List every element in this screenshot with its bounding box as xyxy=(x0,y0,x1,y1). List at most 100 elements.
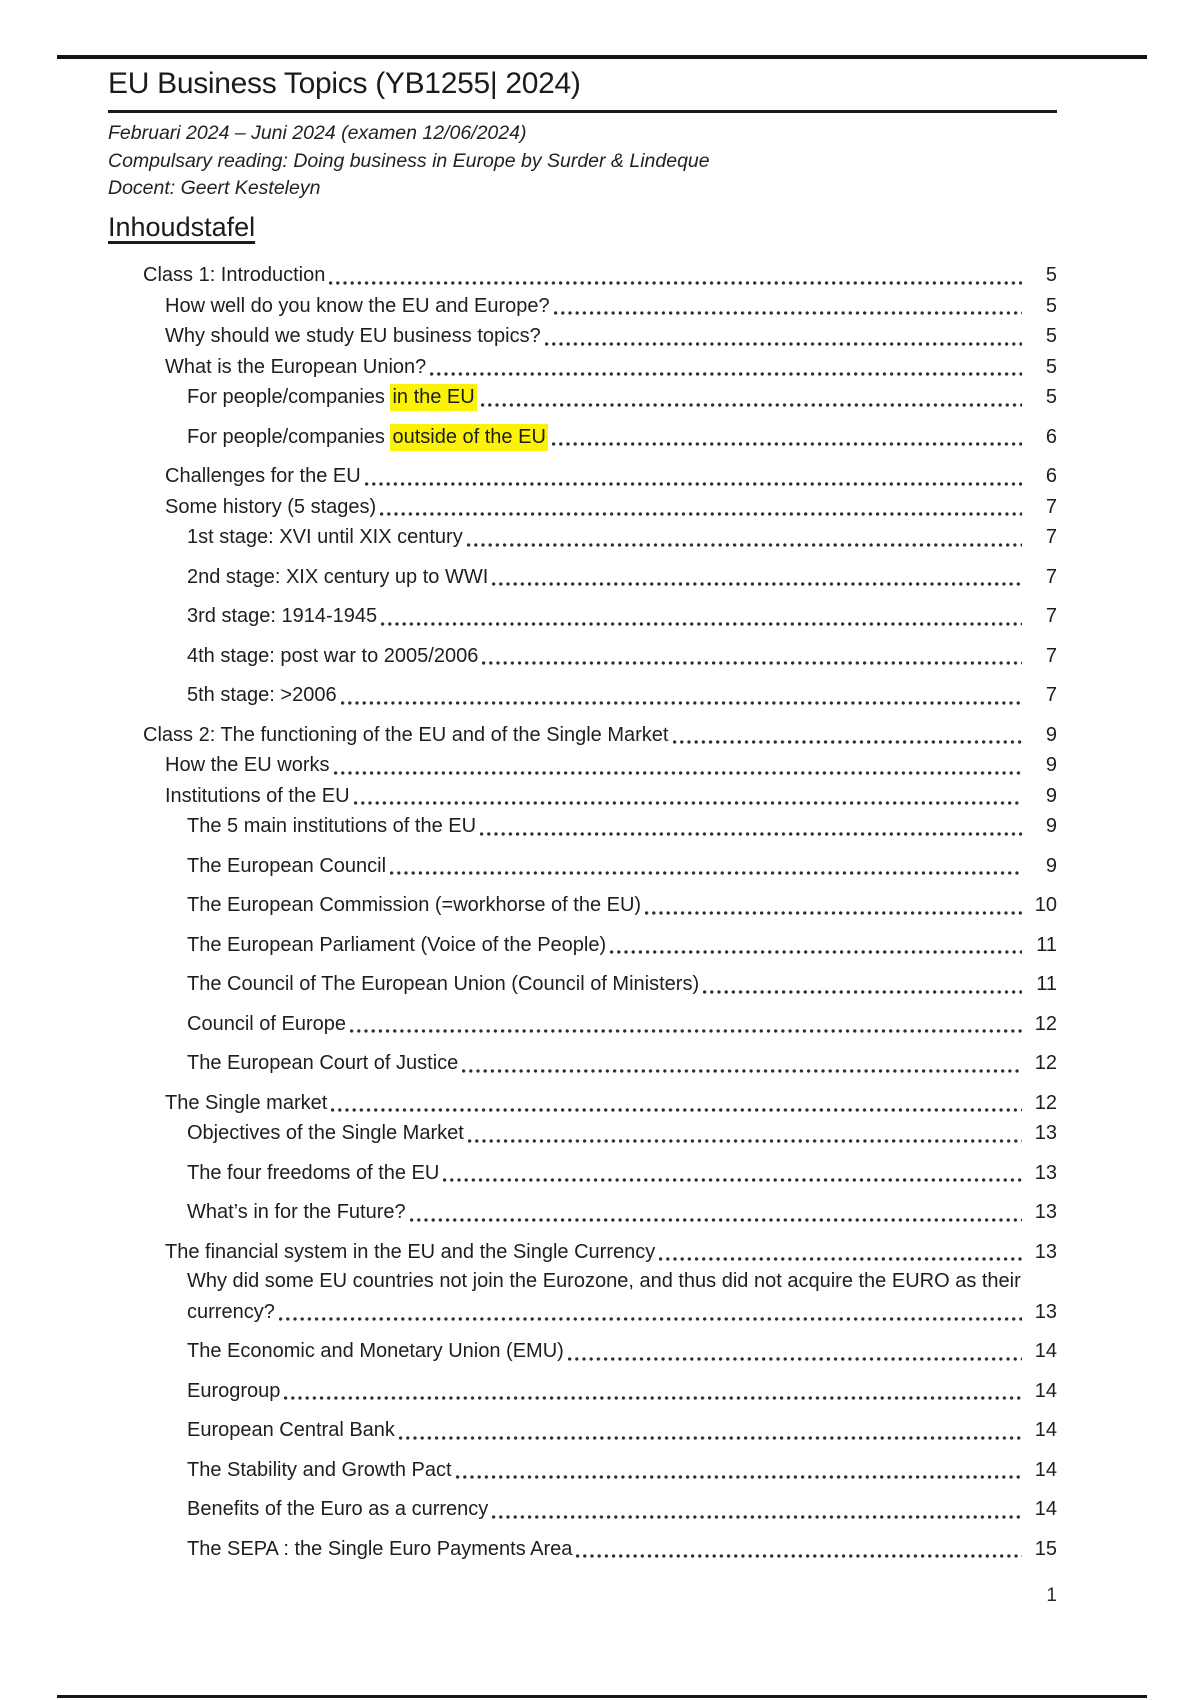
toc-dot-leader xyxy=(340,700,1022,705)
toc-entry-text: The four freedoms of the EU xyxy=(187,1161,440,1184)
toc-entry: What’s in for the Future? 13 xyxy=(108,1197,1057,1228)
toc-entry-text: European Central Bank xyxy=(187,1419,395,1441)
toc-entry: The Council of The European Union (Counc… xyxy=(108,969,1057,1000)
toc-entry-text: The European Court of Justice xyxy=(187,1052,459,1074)
toc-entry-text: 1st stage: XVI until XIX century xyxy=(187,526,463,548)
toc-dot-leader xyxy=(551,442,1022,446)
toc-entry-text: Objectives of the Single Market xyxy=(187,1122,464,1144)
toc-entry-text: Why did some EU countries not join the E… xyxy=(187,1270,1021,1292)
toc-entry: The European Council 9 xyxy=(108,851,1057,882)
toc-list: Class 1: Introduction 5 How well do you kn… xyxy=(108,260,1057,1564)
toc-entry-text: What is the European Union? xyxy=(165,355,427,378)
toc-entry-text: How well do you know the EU and Europe? xyxy=(165,294,550,317)
toc-entry-text: The 5 main institutions of the EU xyxy=(187,815,477,837)
toc-page-number: 13 xyxy=(1034,1161,1057,1184)
toc-entry-text: For people/companies in the EU xyxy=(187,382,477,413)
page-top-border xyxy=(57,55,1147,59)
toc-entry-text: Why should we study EU business topics? xyxy=(165,325,541,347)
toc-entry: 2nd stage: XIX century up to WWI 7 xyxy=(108,562,1057,593)
toc-entry-text: The Economic and Monetary Union (EMU) xyxy=(187,1340,564,1362)
toc-entry-text: 5th stage: >2006 xyxy=(187,684,337,706)
toc-dot-leader xyxy=(567,1356,1022,1361)
toc-page-number: 9 xyxy=(1045,854,1057,877)
toc-page-number: 13 xyxy=(1034,1300,1057,1323)
toc-dot-leader xyxy=(398,1435,1022,1440)
toc-entry-text: The Council of The European Union (Counc… xyxy=(187,973,700,995)
toc-entry-text: The European Council xyxy=(187,854,387,877)
toc-entry: The Stability and Growth Pact 14 xyxy=(108,1455,1057,1486)
table-of-contents: Inhoudstafel Class 1: Introduction 5 How w… xyxy=(108,210,1057,1573)
toc-entry: Challenges for the EU 6 xyxy=(108,461,1057,492)
toc-dot-leader xyxy=(353,801,1022,805)
compulsory-reading: Compulsary reading: Doing business in Eu… xyxy=(108,149,710,172)
toc-entry: What is the European Union? 5 xyxy=(108,352,1057,383)
toc-dot-leader xyxy=(390,871,1022,875)
toc-entry: The SEPA : the Single Euro Payments Area… xyxy=(108,1534,1057,1565)
toc-dot-leader xyxy=(480,831,1022,836)
toc-entry-text: 2nd stage: XIX century up to WWI xyxy=(187,565,489,588)
toc-entry: 1st stage: XVI until XIX century 7 xyxy=(108,522,1057,553)
toc-entry: European Central Bank 14 xyxy=(108,1415,1057,1446)
toc-page-number: 12 xyxy=(1034,1052,1057,1074)
toc-entry: How well do you know the EU and Europe? 5 xyxy=(108,291,1057,322)
toc-entry: Why should we study EU business topics? 5 xyxy=(108,321,1057,352)
toc-page-number: 11 xyxy=(1036,973,1057,995)
toc-entry-text: currency? xyxy=(187,1300,275,1323)
toc-dot-leader xyxy=(466,542,1022,547)
toc-entry-text: Some history (5 stages) xyxy=(165,495,377,518)
toc-dot-leader xyxy=(284,1396,1022,1400)
toc-entry-text: How the EU works xyxy=(165,754,330,776)
toc-page-number: 10 xyxy=(1034,894,1057,916)
toc-entry: Why did some EU countries not join the E… xyxy=(108,1267,1057,1327)
toc-dot-leader xyxy=(278,1317,1022,1321)
toc-entry-text: The European Commission (=workhorse of t… xyxy=(187,894,642,916)
title-underline xyxy=(108,110,1057,113)
toc-entry: The financial system in the EU and the S… xyxy=(108,1237,1057,1268)
toc-page-number: 5 xyxy=(1045,264,1057,286)
toc-page-number: 12 xyxy=(1034,1012,1057,1035)
toc-dot-leader xyxy=(480,402,1022,407)
toc-page-number: 9 xyxy=(1045,815,1057,837)
toc-dot-leader xyxy=(672,740,1022,744)
document-title: EU Business Topics (YB1255| 2024) xyxy=(108,67,581,100)
toc-page-number: 5 xyxy=(1045,355,1057,378)
toc-entry-text: 4th stage: post war to 2005/2006 xyxy=(187,644,479,667)
toc-entry: The European Parliament (Voice of the Pe… xyxy=(108,930,1057,961)
toc-entry: The Economic and Monetary Union (EMU) 14 xyxy=(108,1336,1057,1367)
toc-dot-leader xyxy=(703,989,1022,994)
toc-page-number: 13 xyxy=(1034,1122,1057,1144)
toc-entry-text: The financial system in the EU and the S… xyxy=(165,1240,656,1263)
toc-entry-text: 3rd stage: 1914-1945 xyxy=(187,605,378,627)
toc-page-number: 7 xyxy=(1045,526,1057,548)
toc-page-number: 13 xyxy=(1034,1201,1057,1223)
toc-page-number: 14 xyxy=(1034,1458,1057,1481)
toc-entry: 4th stage: post war to 2005/2006 7 xyxy=(108,641,1057,672)
toc-dot-leader xyxy=(492,1514,1022,1519)
toc-dot-leader xyxy=(381,621,1022,626)
toc-page-number: 15 xyxy=(1034,1537,1057,1560)
toc-page-number: 6 xyxy=(1045,465,1057,487)
toc-entry-text: For people/companies outside of the EU xyxy=(187,422,548,453)
toc-page-number: 12 xyxy=(1034,1091,1057,1114)
toc-entry-text: The Single market xyxy=(165,1091,328,1114)
toc-entry-text: The Stability and Growth Pact xyxy=(187,1458,452,1481)
toc-entry: Eurogroup 14 xyxy=(108,1376,1057,1407)
toc-dot-leader xyxy=(576,1554,1022,1558)
highlighted-text: in the EU xyxy=(390,384,477,411)
toc-page-number: 14 xyxy=(1034,1419,1057,1441)
toc-dot-leader xyxy=(645,910,1022,915)
toc-dot-leader xyxy=(610,950,1022,954)
toc-page-number: 9 xyxy=(1045,754,1057,776)
toc-entry: Class 1: Introduction 5 xyxy=(108,260,1057,291)
toc-entry: How the EU works 9 xyxy=(108,750,1057,781)
toc-dot-leader xyxy=(544,341,1022,346)
toc-dot-leader xyxy=(331,1108,1022,1112)
page-number-footer: 1 xyxy=(1046,1585,1057,1606)
toc-page-number: 14 xyxy=(1034,1340,1057,1362)
toc-page-number: 11 xyxy=(1036,933,1057,956)
toc-entry: For people/companies outside of the EU 6 xyxy=(108,422,1057,453)
toc-dot-leader xyxy=(492,582,1022,586)
toc-entry: The four freedoms of the EU 13 xyxy=(108,1158,1057,1189)
toc-dot-leader xyxy=(409,1217,1022,1222)
toc-heading: Inhoudstafel xyxy=(108,212,256,242)
